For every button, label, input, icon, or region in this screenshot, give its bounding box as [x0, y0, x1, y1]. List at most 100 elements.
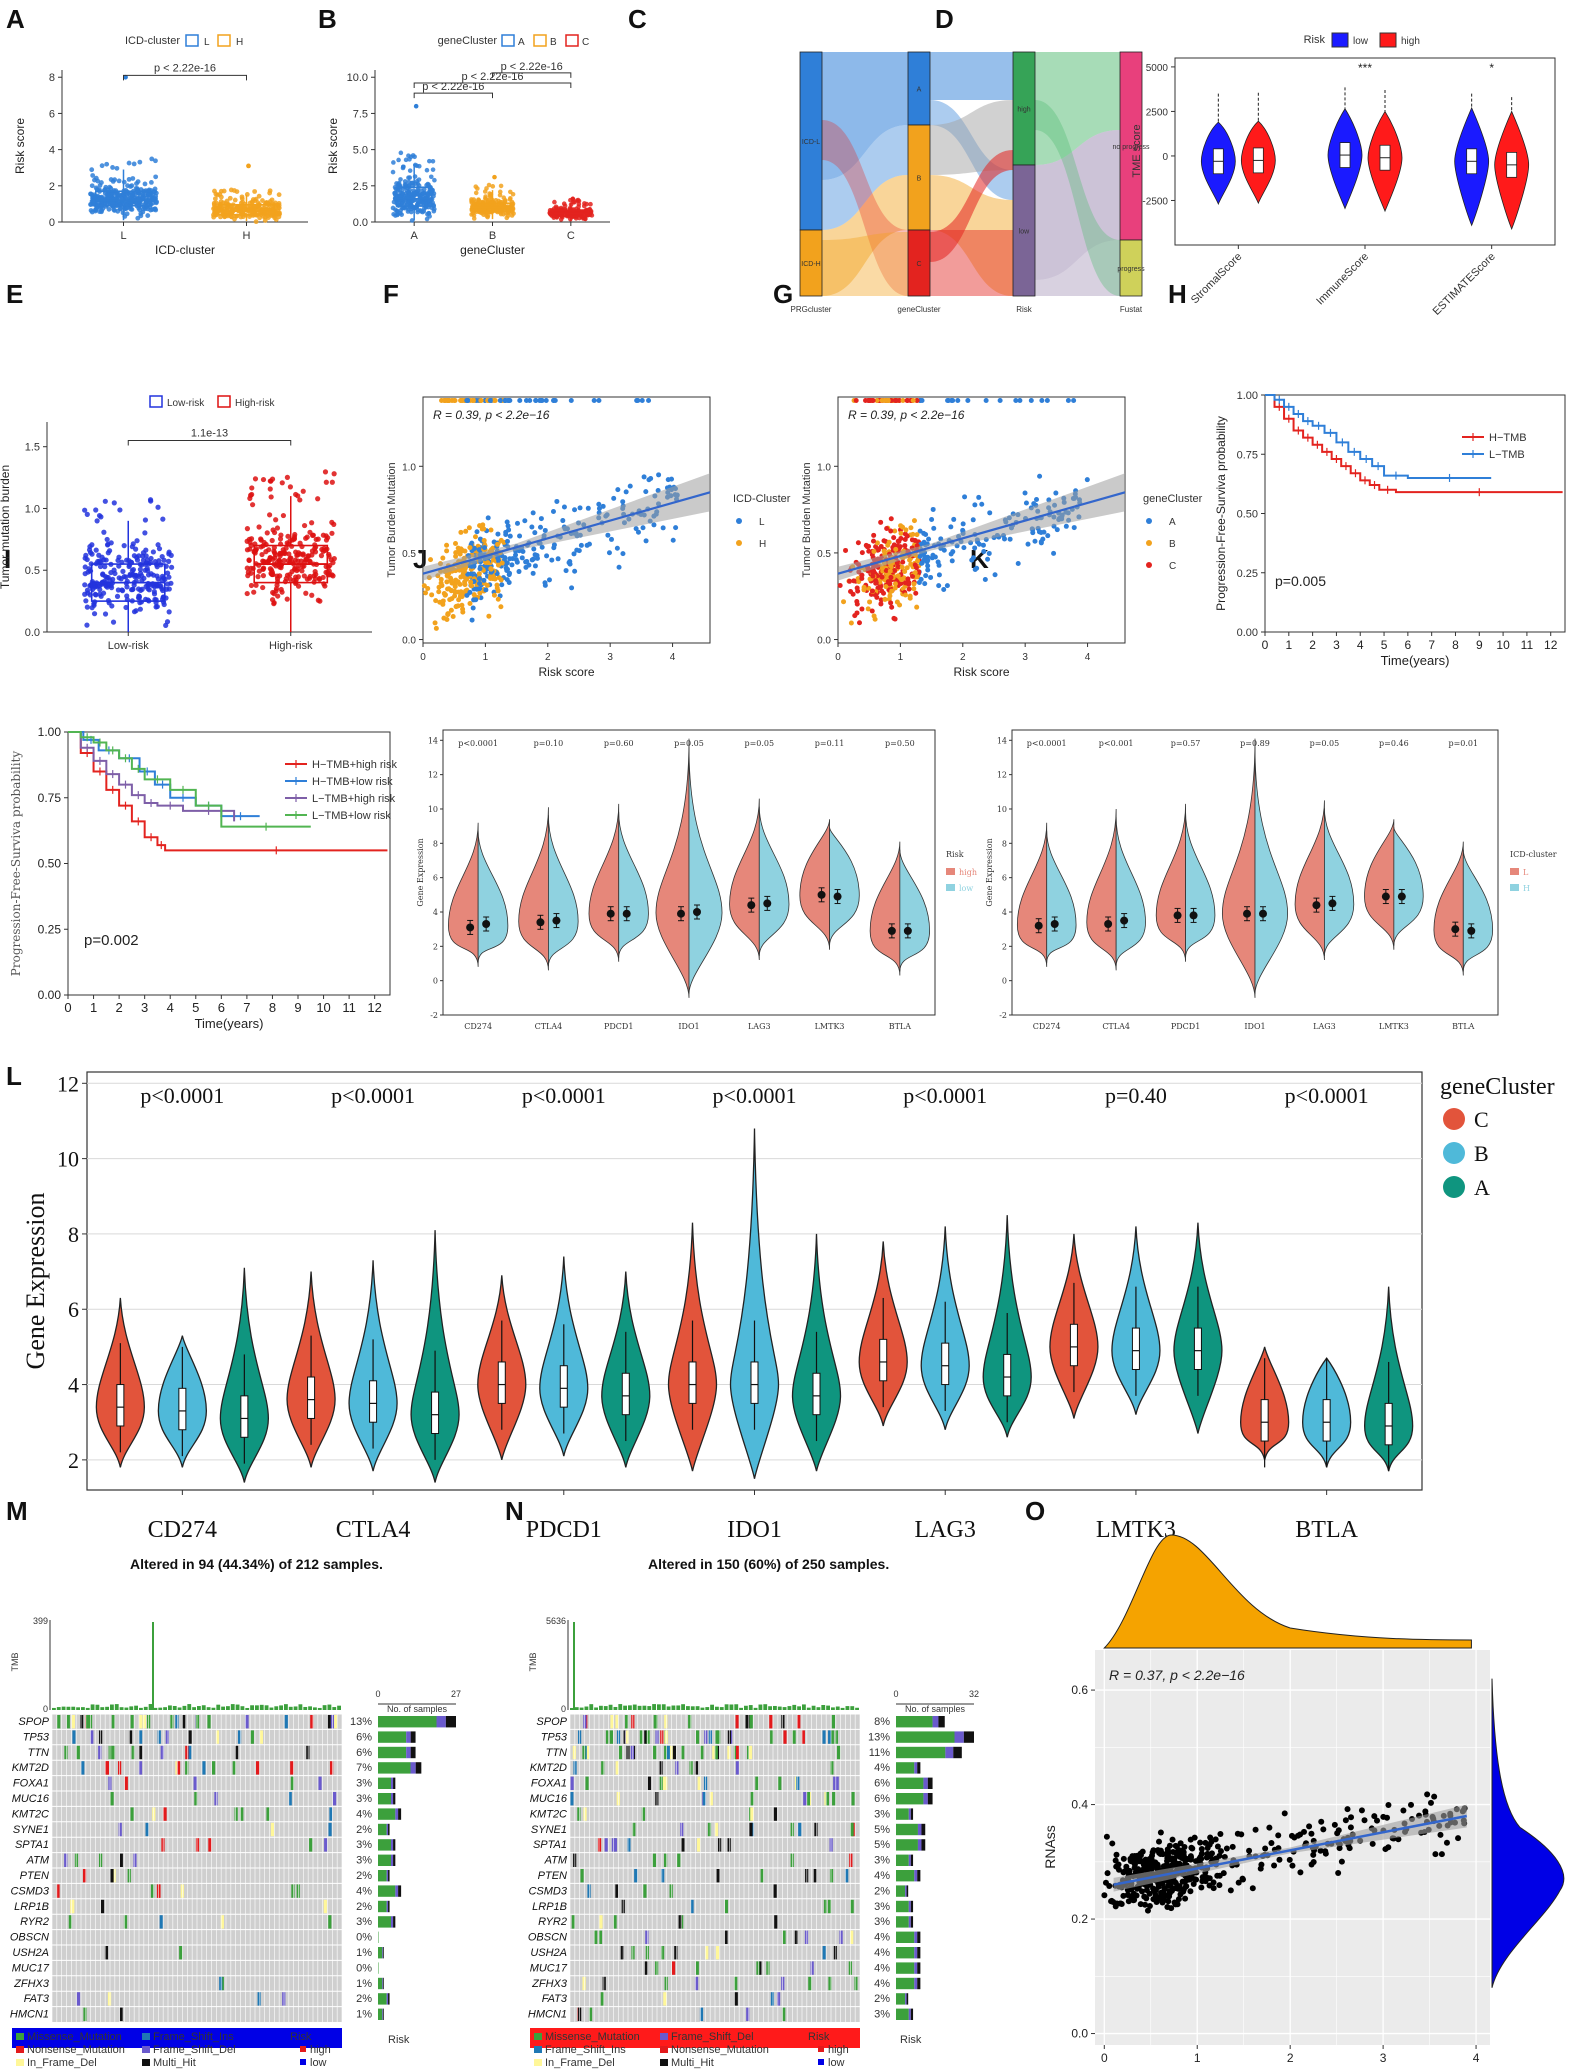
x-tick-label: 5 — [1381, 638, 1388, 652]
data-point — [498, 577, 504, 583]
data-point — [1028, 397, 1034, 403]
tmb-bar — [124, 1707, 129, 1710]
data-point — [301, 522, 308, 529]
mutation-cell — [582, 1976, 586, 1991]
data-point — [272, 555, 278, 561]
legend-label: Missense_Mutation — [545, 2031, 640, 2043]
data-point — [962, 494, 968, 500]
data-point — [269, 476, 276, 482]
data-point — [1286, 1856, 1293, 1863]
violin-half — [1155, 803, 1186, 962]
mutation-cell — [836, 1745, 841, 1760]
sankey-node-label: ICD-L — [802, 139, 820, 146]
data-point — [119, 588, 126, 594]
data-point — [275, 593, 281, 599]
count-bar — [378, 1808, 396, 1820]
data-point — [244, 191, 250, 197]
data-point — [266, 215, 271, 221]
y-tick-label: 0.5 — [817, 549, 831, 560]
box — [812, 1372, 821, 1416]
mutation-cell — [664, 1976, 668, 1991]
legend-title: ICD-cluster — [1510, 850, 1557, 859]
tmb-min: 0 — [43, 1704, 48, 1714]
panel-O: 0.00.20.40.601234Risk scoreRNAssR = 0.37… — [1042, 1534, 1565, 2069]
count-bar — [378, 1931, 379, 1943]
legend-label: H−TMB — [1489, 432, 1527, 444]
gene-label: USH2A — [530, 1947, 567, 1959]
data-point — [670, 537, 676, 543]
count-bar — [917, 1931, 921, 1943]
data-point — [1007, 536, 1013, 542]
mean-point — [833, 892, 842, 901]
mutation-cell — [669, 1884, 673, 1898]
mean-point — [606, 909, 615, 918]
legend-label: high — [1401, 36, 1420, 47]
mutation-cell — [749, 1822, 753, 1837]
violin-half — [729, 798, 760, 961]
sankey-column-label: PRGcluster — [791, 305, 832, 314]
mutation-cell — [118, 1822, 122, 1837]
tmb-bar — [652, 1704, 656, 1710]
data-point — [287, 571, 293, 578]
sankey-node — [907, 229, 931, 297]
data-point — [606, 550, 612, 556]
sankey-column-label: Risk — [1016, 305, 1033, 314]
data-point — [256, 193, 262, 199]
mutation-cell — [833, 1946, 838, 1960]
data-point — [1271, 1862, 1278, 1869]
tmb-bar — [119, 1707, 124, 1710]
data-point — [251, 589, 257, 595]
gene-label: SYNE1 — [531, 1824, 567, 1836]
data-point — [98, 593, 104, 599]
x-tick-label: 12 — [367, 1000, 381, 1015]
p-value: p=0.11 — [815, 739, 845, 748]
count-bar — [391, 1839, 394, 1851]
gene-label: KMT2C — [530, 1808, 567, 1820]
data-point — [166, 586, 172, 592]
data-point — [870, 538, 876, 544]
x-tick-label: 5 — [192, 1000, 199, 1015]
legend-key — [1443, 1176, 1465, 1198]
p-value: p=0.01 — [1448, 739, 1478, 748]
mutation-cell — [139, 1715, 143, 1729]
gene-frequency: 2% — [874, 1993, 890, 2005]
p-value: p<0.0001 — [903, 1083, 987, 1108]
mutation-cell — [145, 1822, 149, 1837]
count-bar — [896, 1762, 915, 1774]
count-bar — [378, 1947, 383, 1959]
count-bar — [923, 1793, 928, 1805]
data-point — [854, 610, 860, 616]
sankey-node-label: low — [1019, 229, 1030, 236]
data-point — [614, 545, 620, 551]
data-point — [263, 549, 269, 555]
data-point — [517, 397, 523, 403]
count-bar — [906, 1885, 909, 1897]
mutation-cell — [655, 1961, 659, 1975]
mutation-cell — [814, 1822, 818, 1837]
mutation-cell — [829, 1869, 834, 1883]
data-point — [1380, 1813, 1387, 1820]
legend-label: A — [1169, 517, 1176, 528]
y-tick-label: 10 — [428, 805, 438, 814]
count-bar — [896, 1931, 915, 1943]
data-point — [909, 537, 915, 543]
data-point — [869, 588, 875, 594]
data-point — [115, 191, 121, 197]
survival-curve — [68, 731, 236, 822]
data-point — [569, 585, 575, 591]
tmb-bar — [313, 1707, 317, 1710]
mutation-cell — [613, 1915, 617, 1929]
data-point — [221, 188, 227, 194]
tmb-bar — [250, 1705, 254, 1710]
significance-bracket — [492, 72, 572, 78]
data-point — [260, 566, 266, 572]
data-point — [905, 576, 911, 582]
count-bar — [896, 1885, 906, 1897]
data-point — [269, 569, 275, 575]
data-point — [411, 190, 417, 196]
mutation-cell — [332, 1792, 337, 1806]
data-point — [135, 186, 140, 192]
data-point — [99, 163, 105, 169]
data-point — [420, 209, 425, 215]
data-point — [155, 504, 161, 510]
